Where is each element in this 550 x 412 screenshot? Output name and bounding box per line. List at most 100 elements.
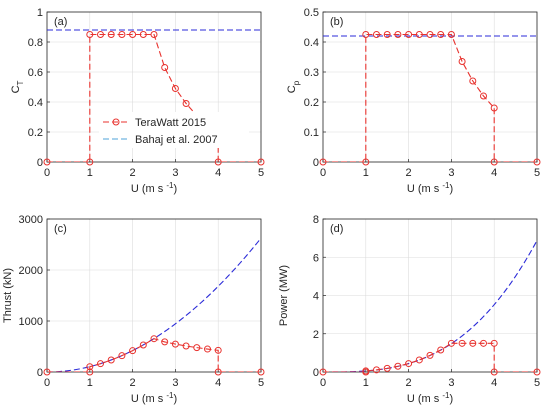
series-terawatt-marker	[257, 368, 265, 376]
series-terawatt-line	[47, 33, 261, 162]
x-tick-label: 2	[406, 167, 412, 179]
x-tick-label: 1	[363, 167, 369, 179]
x-tick-label: 2	[130, 167, 136, 179]
panel-a: 0 1 2 3 4 5 0 0.2 0.4 0.6 0.8 1 U (m s -1) CT (a) TeraW…	[10, 7, 265, 195]
x-axis-label-main: U (m s	[407, 393, 442, 405]
series-terawatt-marker	[86, 368, 94, 376]
series-terawatt-marker	[490, 339, 498, 347]
series-terawatt-marker	[490, 368, 498, 376]
series-terawatt-marker	[426, 351, 434, 359]
series-terawatt-marker	[437, 31, 445, 38]
series-terawatt-marker	[97, 360, 104, 368]
y-axis-label-main: C	[286, 85, 298, 93]
y-axis-label: Power (MW)	[278, 265, 290, 326]
series-terawatt-marker	[182, 342, 190, 350]
series-terawatt-marker	[171, 85, 179, 92]
x-axis-label-sup: -1	[442, 181, 450, 190]
panel-d: 0 1 2 3 4 5 0 2 4 6 8 U (m s -1) Power (MW) (d)	[278, 214, 541, 405]
panel-c: 0 1 2 3 4 5 0 1000 2000 3000 U (m s -1) Thrust (kN)…	[2, 214, 265, 405]
series-terawatt-marker	[447, 339, 455, 347]
panel-label: (b)	[330, 16, 343, 28]
y-tick-label: 0.2	[28, 127, 43, 139]
series-terawatt-marker	[204, 345, 211, 353]
x-tick-label: 1	[87, 377, 93, 389]
series-terawatt-marker	[214, 346, 222, 354]
y-tick-label: 0	[37, 367, 43, 379]
x-tick-label: 4	[491, 377, 497, 389]
series-terawatt-marker	[362, 367, 370, 375]
y-tick-label: 1	[37, 7, 43, 19]
series-terawatt-marker	[362, 31, 370, 38]
series-terawatt-marker	[458, 58, 466, 65]
series-terawatt-marker	[214, 368, 222, 376]
series-terawatt-marker	[161, 338, 169, 346]
y-tick-label: 3000	[19, 214, 43, 226]
series-terawatt-marker	[129, 31, 137, 38]
y-axis-label: CT	[10, 80, 25, 93]
x-axis-label-sup: -1	[166, 181, 174, 190]
x-tick-label: 3	[172, 377, 178, 389]
series-terawatt-marker	[107, 356, 115, 364]
y-tick-label: 0	[313, 367, 319, 379]
x-tick-label: 4	[215, 167, 221, 179]
legend: TeraWatt 2015 Bahaj et al. 2007	[99, 112, 249, 148]
legend-entry-label: TeraWatt 2015	[135, 117, 206, 129]
x-tick-label: 1	[87, 167, 93, 179]
series-terawatt-marker	[373, 366, 380, 374]
series-terawatt-marker	[86, 158, 94, 166]
x-tick-label: 3	[172, 167, 178, 179]
y-tick-label: 0.2	[304, 97, 319, 109]
series-terawatt-marker	[394, 362, 402, 370]
series-terawatt-marker	[405, 360, 413, 368]
series-terawatt-marker	[319, 158, 327, 166]
axes-frame	[322, 11, 538, 163]
y-axis-label-sub: T	[16, 80, 25, 85]
series-terawatt-marker	[139, 341, 147, 349]
series-terawatt-marker	[118, 31, 126, 38]
plot-area	[47, 237, 261, 372]
x-tick-label: 5	[534, 377, 540, 389]
x-axis-label-main: U (m s	[131, 393, 166, 405]
x-axis-label-sup: -1	[442, 391, 450, 400]
x-tick-label: 0	[320, 377, 326, 389]
y-axis-label-sub: p	[292, 80, 301, 85]
y-tick-label: 8	[313, 214, 319, 226]
y-axis-label: Cp	[286, 80, 301, 93]
x-tick-label: 0	[320, 167, 326, 179]
y-tick-label: 0.3	[304, 67, 319, 79]
series-terawatt-marker	[533, 368, 541, 376]
series-terawatt-marker	[480, 92, 487, 100]
y-tick-label: 0.6	[28, 67, 43, 79]
x-axis-label-tail: )	[449, 393, 453, 405]
series-terawatt-marker	[193, 344, 201, 352]
x-tick-label: 5	[258, 377, 264, 389]
y-tick-label: 0.4	[28, 97, 43, 109]
y-tick-label: 0	[313, 157, 319, 169]
series-terawatt-marker	[415, 31, 423, 38]
y-tick-label: 0.4	[304, 37, 319, 49]
y-tick-label: 2	[313, 329, 319, 341]
x-tick-label: 5	[534, 167, 540, 179]
series-terawatt-marker	[257, 158, 265, 166]
series-terawatt-marker	[319, 368, 327, 376]
series-terawatt-marker	[469, 77, 477, 85]
y-tick-label: 0.5	[304, 7, 319, 19]
plot-area	[47, 29, 261, 162]
y-tick-label: 0	[37, 157, 43, 169]
x-tick-label: 2	[406, 377, 412, 389]
y-axis-label: Thrust (kN)	[2, 268, 14, 323]
series-terawatt-marker	[161, 64, 169, 71]
x-axis-label: U (m s -1)	[131, 391, 177, 405]
series-terawatt-marker	[394, 31, 402, 38]
x-axis-label: U (m s -1)	[407, 181, 453, 195]
panel-label: (d)	[330, 223, 343, 235]
series-terawatt-marker	[405, 31, 413, 38]
series-terawatt-line	[323, 342, 537, 372]
axes-frame	[46, 218, 262, 373]
y-tick-label: 2000	[19, 265, 43, 277]
x-tick-label: 2	[130, 377, 136, 389]
series-terawatt-marker	[383, 364, 391, 372]
series-terawatt-marker	[362, 158, 370, 166]
x-tick-label: 0	[44, 167, 50, 179]
